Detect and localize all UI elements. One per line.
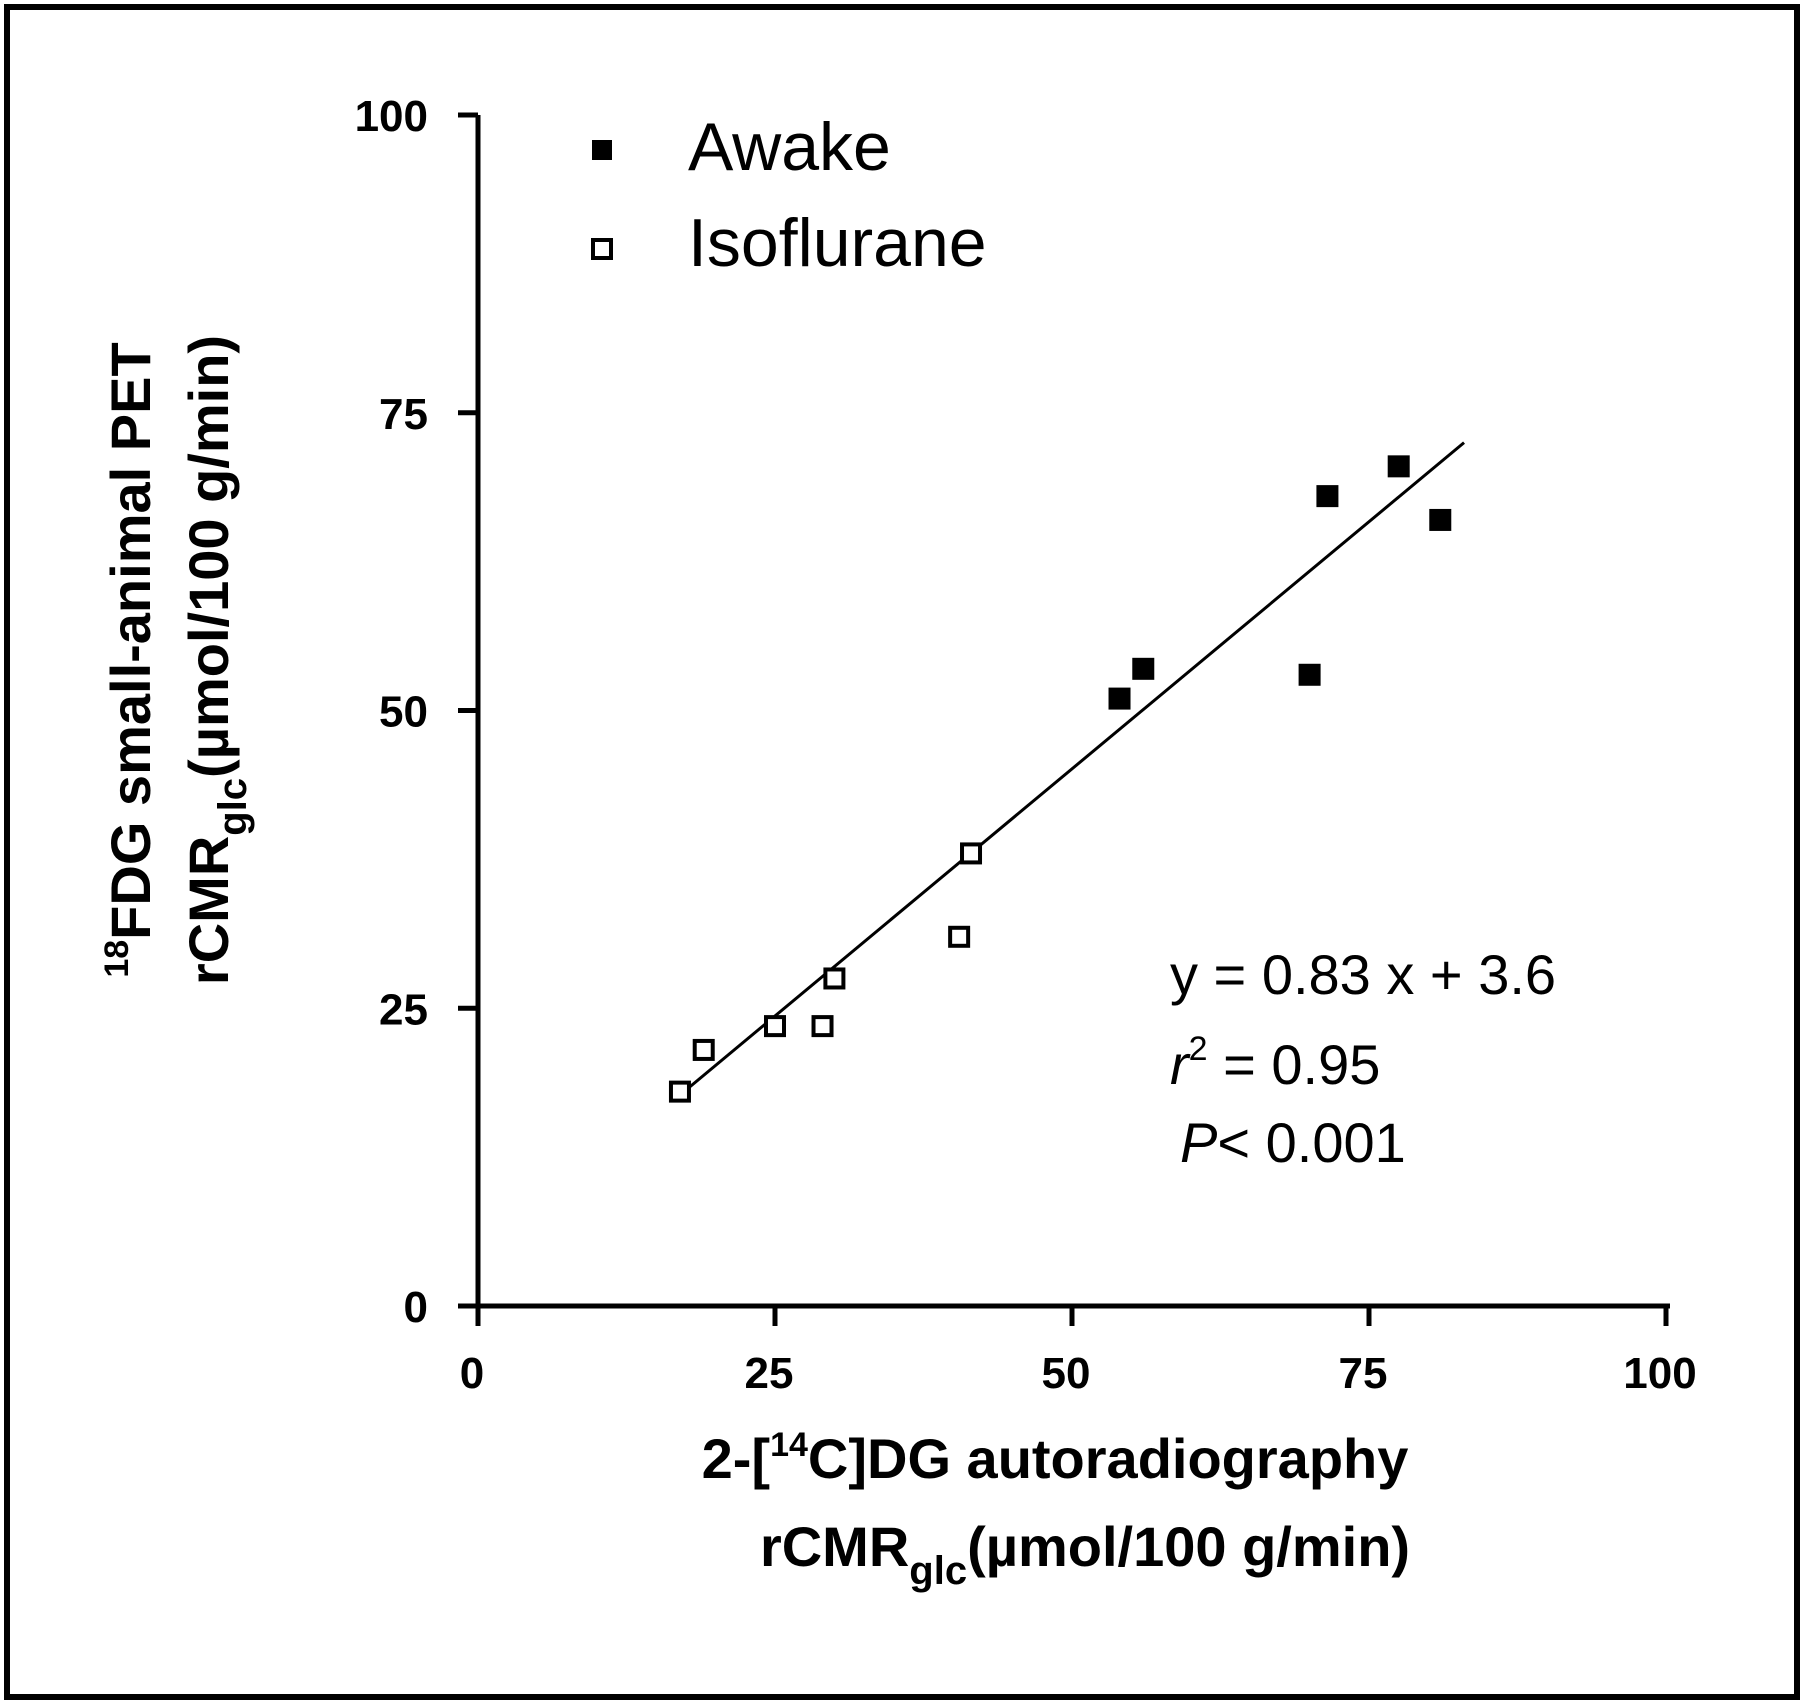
axis-ticks bbox=[458, 112, 1669, 1326]
r-squared-sup: 2 bbox=[1189, 1030, 1208, 1068]
x-title-suffix: C]DG autoradiography bbox=[808, 1427, 1408, 1490]
x-title-prefix: 2-[ bbox=[702, 1427, 770, 1490]
legend-awake-label: Awake bbox=[688, 109, 891, 185]
y-title-text: FDG small-animal PET bbox=[99, 342, 162, 940]
x-tick-label: 50 bbox=[1042, 1349, 1091, 1398]
isoflurane-point bbox=[692, 1038, 715, 1061]
legend: Awake Isoflurane bbox=[591, 109, 987, 281]
y-title-units: (µmol/100 g/min) bbox=[177, 335, 240, 778]
y-tick-label: 75 bbox=[379, 390, 428, 439]
awake-point bbox=[1429, 508, 1452, 531]
r-squared-value: = 0.95 bbox=[1208, 1033, 1381, 1096]
y-tick-label: 100 bbox=[355, 92, 428, 141]
awake-point bbox=[1316, 485, 1339, 508]
x-axis-title-line1: 2-[14C]DG autoradiography bbox=[702, 1426, 1409, 1490]
legend-isoflurane-label: Isoflurane bbox=[688, 205, 987, 281]
awake-point bbox=[1298, 663, 1321, 686]
y-title-sub: glc bbox=[211, 778, 255, 836]
legend-awake-marker bbox=[592, 140, 612, 160]
r-squared: r2 = 0.95 bbox=[1170, 1030, 1380, 1096]
x-tick-label: 0 bbox=[460, 1349, 484, 1398]
x-axis-title: 2-[14C]DG autoradiography rCMRglc(µmol/1… bbox=[702, 1426, 1410, 1593]
awake-point bbox=[1132, 657, 1155, 680]
p-value-text: < 0.001 bbox=[1217, 1111, 1405, 1174]
y-tick-label: 50 bbox=[379, 688, 428, 737]
y-title-sup: 18 bbox=[98, 940, 136, 978]
isoflurane-point bbox=[764, 1015, 786, 1038]
y-tick-label: 25 bbox=[379, 985, 428, 1034]
tick-labels: 0 25 50 75 100 0 25 50 75 100 bbox=[355, 92, 1697, 1398]
x-title-sub: glc bbox=[909, 1549, 967, 1593]
awake-point bbox=[1108, 687, 1131, 710]
x-tick-label: 25 bbox=[745, 1349, 794, 1398]
isoflurane-point bbox=[960, 842, 983, 865]
p-value-var: P bbox=[1180, 1111, 1217, 1174]
y-axis-title-line2: rCMRglc(µmol/100 g/min) bbox=[177, 335, 255, 985]
x-title-main: rCMR bbox=[760, 1515, 909, 1578]
x-title-units: (µmol/100 g/min) bbox=[967, 1515, 1410, 1578]
y-axis-title-line1: 18FDG small-animal PET bbox=[98, 342, 162, 977]
isoflurane-point bbox=[668, 1080, 691, 1103]
isoflurane-point bbox=[811, 1015, 834, 1038]
isoflurane-point bbox=[823, 967, 846, 990]
p-value: P< 0.001 bbox=[1180, 1111, 1406, 1174]
isoflurane-point bbox=[948, 925, 971, 948]
regression-line bbox=[673, 441, 1465, 1102]
y-tick-label: 0 bbox=[404, 1283, 428, 1332]
fit-statistics: y = 0.83 x + 3.6 r2 = 0.95 P< 0.001 bbox=[1170, 943, 1556, 1174]
regression-equation: y = 0.83 x + 3.6 bbox=[1170, 943, 1556, 1006]
x-axis-title-line2: rCMRglc(µmol/100 g/min) bbox=[760, 1515, 1410, 1593]
awake-point bbox=[1387, 455, 1410, 478]
y-title-main: rCMR bbox=[177, 836, 240, 985]
y-axis-title: 18FDG small-animal PET rCMRglc(µmol/100 … bbox=[98, 335, 255, 985]
x-tick-label: 75 bbox=[1339, 1349, 1388, 1398]
figure-frame bbox=[4, 4, 1800, 1700]
x-title-sup: 14 bbox=[770, 1426, 808, 1464]
x-tick-label: 100 bbox=[1623, 1349, 1696, 1398]
data-points bbox=[668, 455, 1452, 1103]
r-squared-var: r bbox=[1170, 1033, 1191, 1096]
legend-isoflurane-marker bbox=[591, 238, 613, 260]
